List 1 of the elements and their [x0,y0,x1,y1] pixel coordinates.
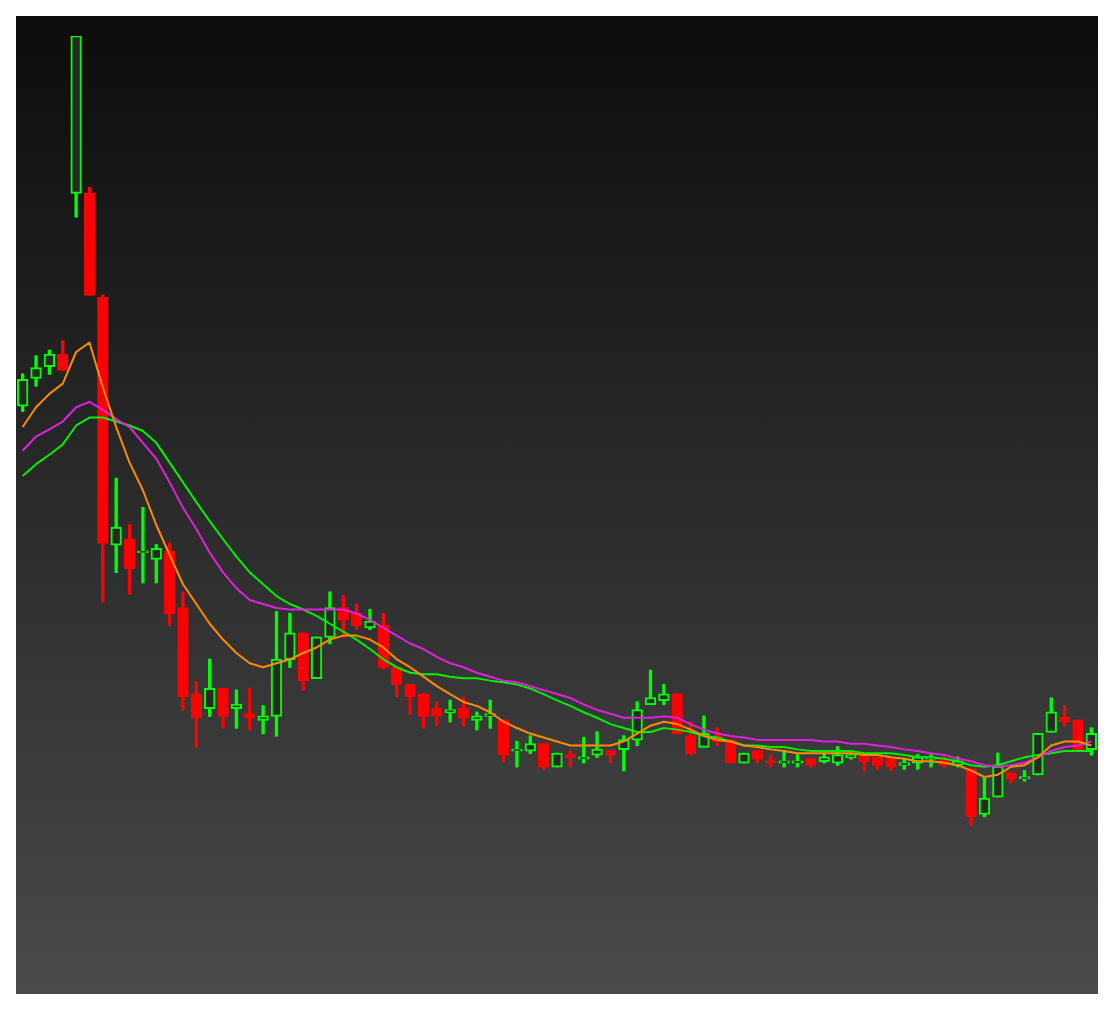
candlestick [444,699,456,723]
